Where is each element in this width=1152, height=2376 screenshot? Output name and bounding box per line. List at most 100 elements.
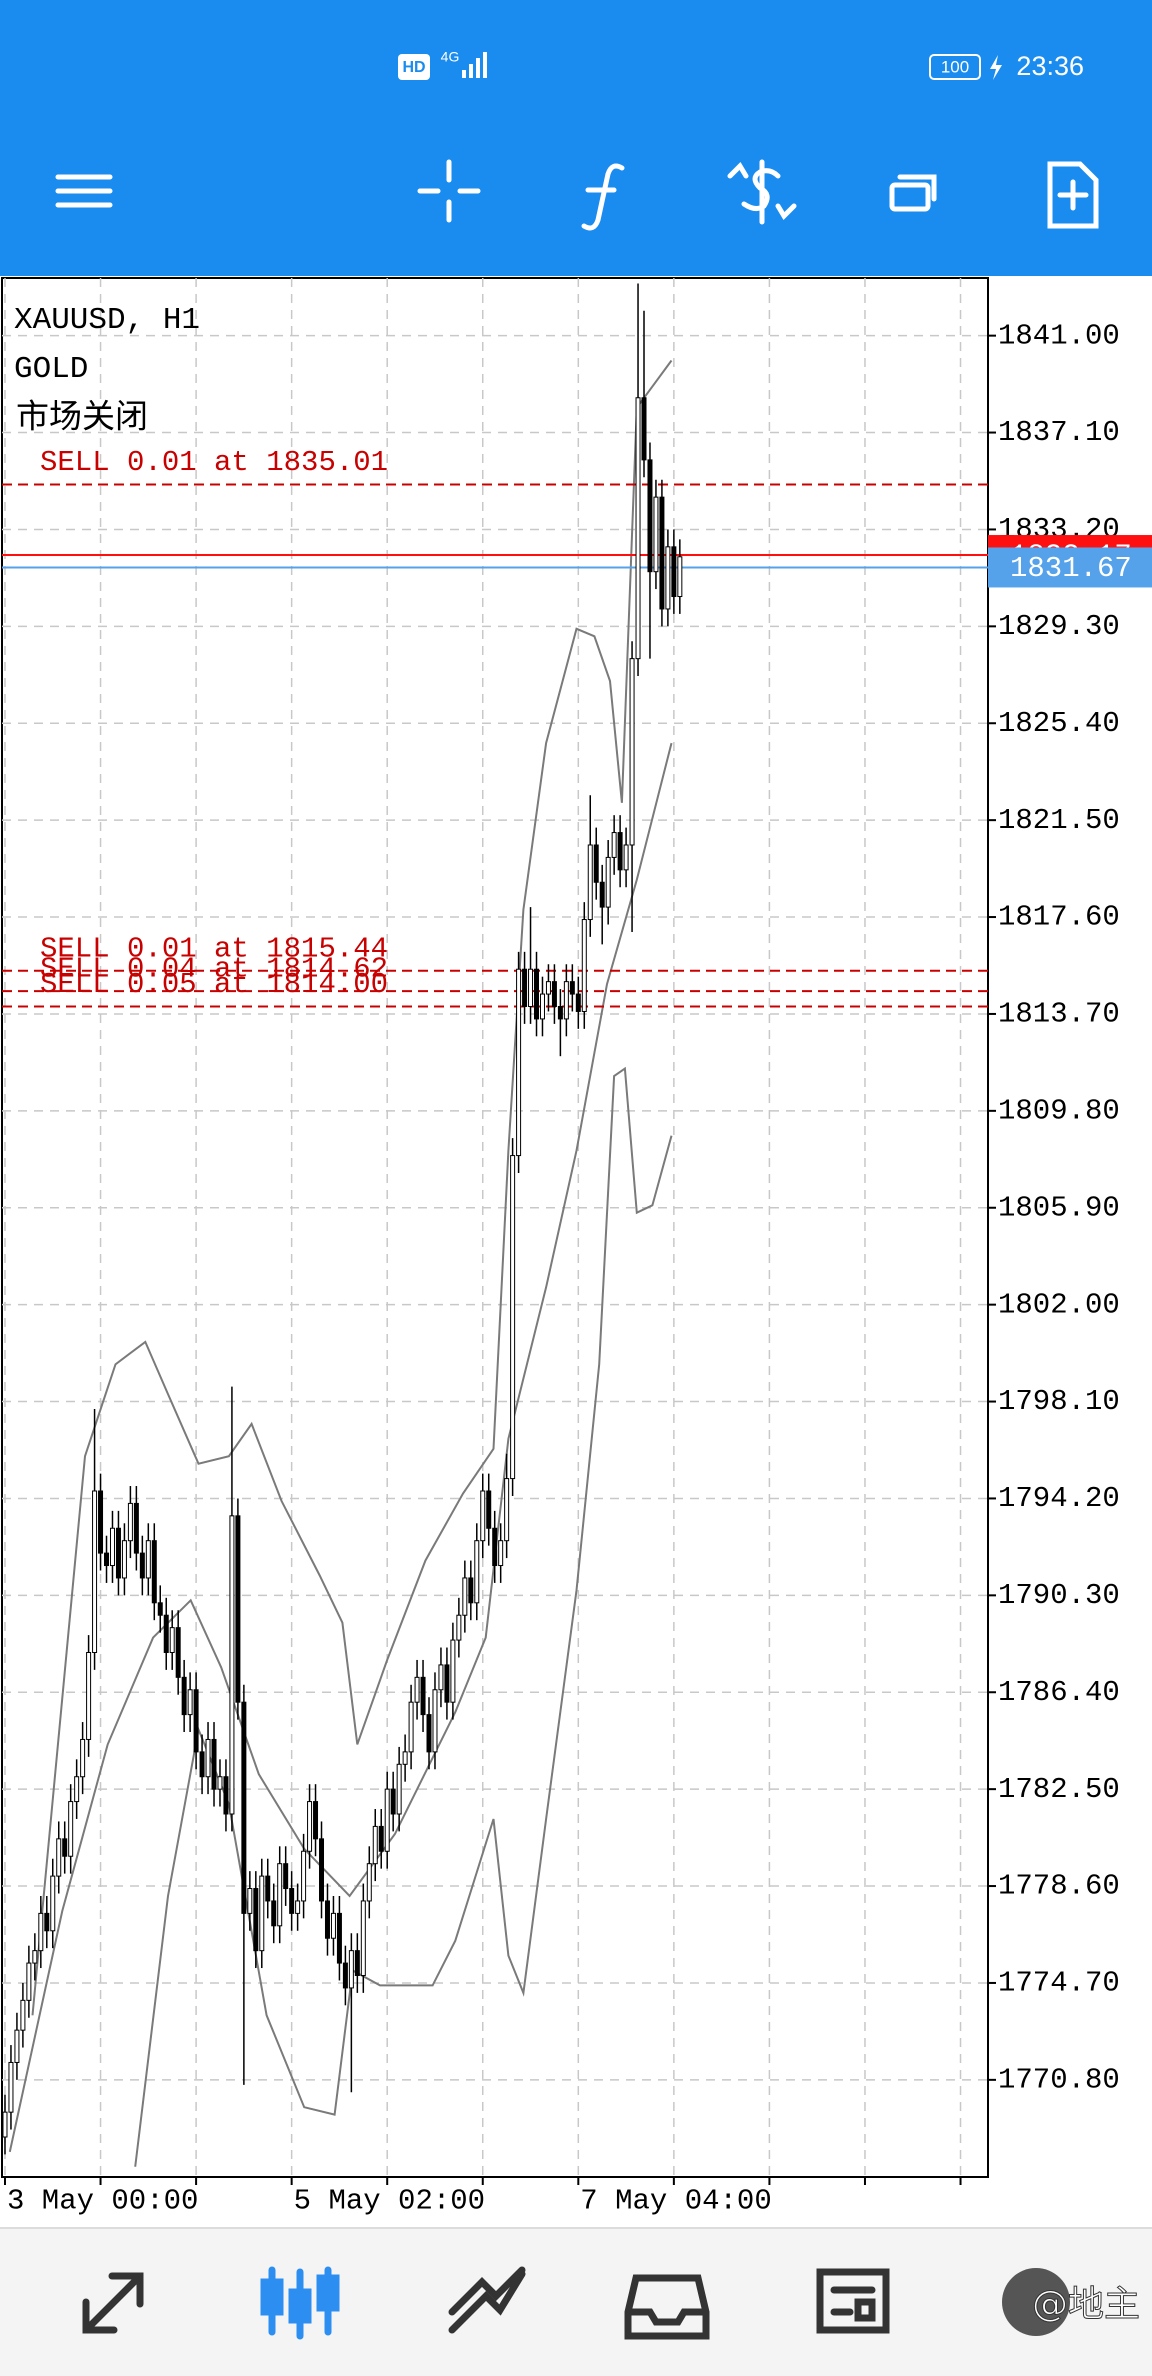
- orders-layer: SELL 0.01 at 1835.01 SELL 0.01 at 1815.44…: [2, 446, 988, 1008]
- hd-badge: [398, 54, 430, 80]
- windows-button[interactable]: [889, 174, 937, 212]
- status-bar: HD 4G 100 23:36: [398, 49, 1084, 81]
- candle-body: [462, 1577, 468, 1616]
- candle-body: [402, 1751, 408, 1765]
- chart-title: XAUUSD, H1: [14, 303, 200, 338]
- candle-body: [551, 981, 557, 1007]
- nav-history[interactable]: [624, 2274, 710, 2340]
- candle-body: [86, 1651, 92, 1740]
- y-tick-label: 1770.80: [998, 2064, 1120, 2097]
- candle-body: [32, 1950, 38, 1964]
- crosshair-button[interactable]: [417, 159, 481, 223]
- nav-settings[interactable]: [1002, 2268, 1070, 2336]
- y-tick-label: 1813.70: [998, 998, 1120, 1031]
- candle-body: [68, 1801, 74, 1857]
- candle-body: [62, 1838, 68, 1857]
- candles-layer[interactable]: [2, 283, 683, 2155]
- candle-body: [366, 1863, 372, 1902]
- band-line: [31, 359, 673, 2016]
- candle-body: [372, 1825, 378, 1865]
- candle-body: [319, 1838, 325, 1902]
- candle-body: [336, 1912, 342, 1964]
- ask-tag: [988, 547, 1152, 588]
- candle-body: [50, 1875, 56, 1932]
- signal-label: 4G: [441, 49, 460, 65]
- candle-body: [384, 1788, 390, 1852]
- candle-body: [211, 1738, 217, 1790]
- nav-quotes[interactable]: [82, 2272, 144, 2334]
- clock: 23:36: [1016, 51, 1084, 81]
- candle-body: [528, 968, 534, 1007]
- candle-body: [378, 1825, 384, 1852]
- y-tick-label: 1829.30: [998, 610, 1120, 643]
- candle-body: [223, 1776, 229, 1815]
- candle-body: [444, 1664, 450, 1703]
- candle-body: [247, 1888, 253, 1914]
- candle-body: [569, 981, 575, 995]
- candle-body: [599, 881, 605, 908]
- candle-body: [629, 658, 635, 846]
- candle-body: [74, 1776, 80, 1803]
- x-tick-label: 7 May 04:00: [580, 2185, 771, 2218]
- candle-body: [492, 1527, 498, 1567]
- candle-body: [241, 1701, 247, 1914]
- nav-icons: [82, 2266, 1070, 2340]
- candle-body: [20, 1999, 26, 2031]
- candle-body: [127, 1502, 133, 1542]
- candle-body: [163, 1614, 169, 1653]
- candle-body: [8, 2061, 14, 2113]
- trade-button[interactable]: [727, 159, 797, 225]
- candle-body: [486, 1490, 492, 1529]
- candle-body: [271, 1900, 277, 1927]
- candle-body: [175, 1627, 181, 1678]
- candle-body: [14, 2029, 20, 2063]
- candle-body: [169, 1627, 175, 1653]
- candle-body: [92, 1490, 98, 1653]
- candle-body: [98, 1490, 104, 1554]
- watermark: @地主: [1032, 2284, 1140, 2325]
- toolbar: [55, 159, 1099, 231]
- battery-level: 100: [941, 57, 969, 76]
- bottom-nav: [0, 2228, 1152, 2376]
- candle-body: [468, 1577, 474, 1604]
- candle-body: [408, 1701, 414, 1753]
- candle-body: [133, 1502, 139, 1554]
- chart-subtitle: GOLD: [14, 352, 88, 387]
- new-order-button[interactable]: [1047, 161, 1099, 229]
- candle-body: [504, 1478, 510, 1542]
- candle-body: [593, 844, 599, 883]
- nav-news[interactable]: [816, 2268, 890, 2334]
- indicators-button[interactable]: [581, 163, 625, 231]
- candle-body: [581, 919, 587, 1012]
- y-tick-label: 1786.40: [998, 1676, 1120, 1709]
- candle-body: [235, 1515, 241, 1703]
- candle-body: [44, 1912, 50, 1932]
- candle-body: [80, 1738, 86, 1778]
- candle-body: [139, 1552, 145, 1579]
- candle-body: [38, 1912, 44, 1952]
- candle-body: [557, 1005, 563, 1020]
- candle-body: [187, 1689, 193, 1716]
- y-tick-label: 1817.60: [998, 901, 1120, 934]
- candle-body: [289, 1888, 295, 1914]
- menu-button[interactable]: [55, 174, 113, 208]
- candle-body: [324, 1900, 330, 1939]
- candle-body: [510, 1155, 516, 1480]
- candle-body: [217, 1776, 223, 1790]
- nav-trade[interactable]: [448, 2266, 526, 2334]
- axis-layer: 1841.001837.101833.201829.301825.401821.…: [3, 319, 1152, 2218]
- app-bar: [0, 0, 1152, 276]
- candle-body: [653, 496, 659, 573]
- hd-label: HD: [402, 59, 425, 76]
- band-line: [8, 742, 673, 2153]
- y-tick-label: 1809.80: [998, 1095, 1120, 1128]
- candle-body: [522, 968, 528, 1007]
- candle-body: [659, 496, 665, 610]
- nav-chart[interactable]: [260, 2266, 340, 2340]
- order-label: SELL 0.05 at 1814.00: [40, 968, 388, 1001]
- y-tick-label: 1821.50: [998, 804, 1120, 837]
- candle-body: [115, 1527, 121, 1579]
- candle-body: [396, 1763, 402, 1815]
- candle-body: [265, 1875, 271, 1902]
